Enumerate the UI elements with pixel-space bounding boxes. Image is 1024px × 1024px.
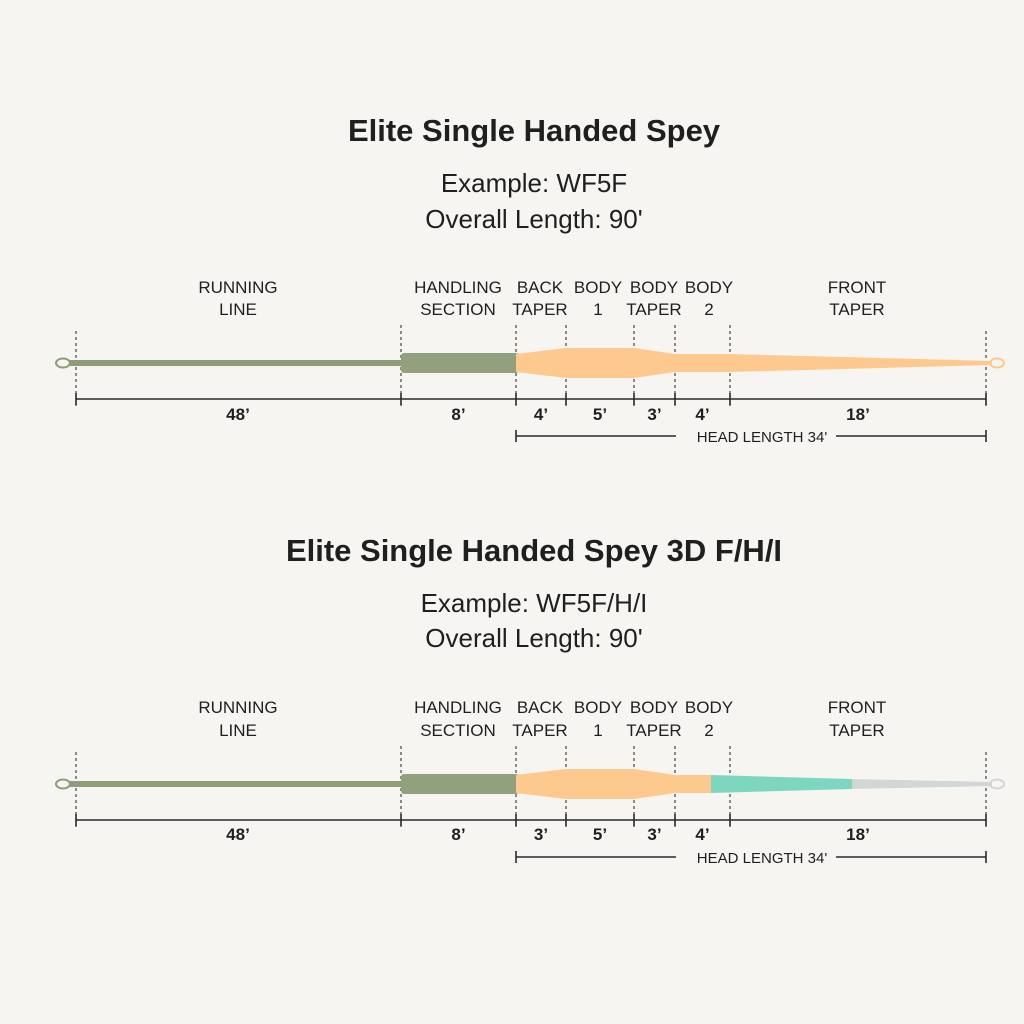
diagram-standard: Elite Single Handed Spey Example: WF5F Ove…: [55, 113, 1005, 446]
section-label: BACK: [517, 698, 564, 717]
section-label: TAPER: [829, 721, 884, 740]
welded-front-loop: [989, 357, 1005, 369]
section-label: 1: [593, 721, 602, 740]
back-taper-and-body-1-segment: [516, 348, 675, 378]
section-length-label: 18’: [846, 405, 870, 424]
section-label: BODY: [685, 698, 733, 717]
section-label: BODY: [630, 698, 678, 717]
section-length-label: 8’: [451, 405, 465, 424]
section-label: 1: [593, 300, 602, 319]
section-label: SECTION: [420, 721, 496, 740]
section-length-label: 48’: [226, 405, 250, 424]
section-label: TAPER: [512, 721, 567, 740]
section-length-label: 4’: [534, 405, 548, 424]
section-label: LINE: [219, 721, 257, 740]
section-label: RUNNING: [198, 278, 277, 297]
head-length-label: HEAD LENGTH 34': [697, 429, 828, 446]
section-label: FRONT: [828, 698, 887, 717]
section-length-label: 4’: [695, 405, 709, 424]
section-label: LINE: [219, 300, 257, 319]
back-taper-and-body-1-segment: [516, 769, 675, 799]
section-label: HANDLING: [414, 278, 502, 297]
section-label: BODY: [685, 278, 733, 297]
example-line-weight: Example: WF5F/H/I: [421, 588, 648, 618]
diagram-3d: Elite Single Handed Spey 3D F/H/I Example…: [55, 533, 1005, 867]
section-length-label: 18’: [846, 825, 870, 844]
section-length-label: 48’: [226, 825, 250, 844]
rear-loop: [55, 778, 71, 790]
section-length-label: 5’: [593, 825, 607, 844]
example-line-weight: Example: WF5F: [441, 168, 627, 198]
handling-section-segment: [401, 774, 519, 794]
section-label: TAPER: [626, 721, 681, 740]
hover-density-segment: [711, 775, 852, 793]
section-label: HANDLING: [414, 698, 502, 717]
handling-section-segment: [401, 353, 519, 373]
body-2-segment: [675, 775, 711, 793]
section-label: 2: [704, 721, 713, 740]
section-label: TAPER: [829, 300, 884, 319]
running-line-segment: [70, 781, 405, 787]
section-length-label: 8’: [451, 825, 465, 844]
intermediate-density-tip-segment: [852, 779, 992, 789]
body-2-and-front-taper-segment: [675, 354, 992, 372]
section-label: TAPER: [512, 300, 567, 319]
section-length-label: 3’: [647, 405, 661, 424]
head-length-label: HEAD LENGTH 34': [697, 850, 828, 867]
section-label: TAPER: [626, 300, 681, 319]
section-label: FRONT: [828, 278, 887, 297]
section-label: BODY: [574, 698, 622, 717]
section-length-label: 4’: [695, 825, 709, 844]
overall-length: Overall Length: 90': [425, 623, 642, 653]
overall-length: Overall Length: 90': [425, 204, 642, 234]
welded-front-loop: [989, 778, 1005, 790]
section-label: 2: [704, 300, 713, 319]
diagram-title: Elite Single Handed Spey: [348, 113, 721, 148]
section-label: BODY: [574, 278, 622, 297]
running-line-segment: [70, 360, 405, 366]
diagram-title: Elite Single Handed Spey 3D F/H/I: [286, 533, 782, 568]
section-length-label: 3’: [534, 825, 548, 844]
rear-loop: [55, 357, 71, 369]
section-label: RUNNING: [198, 698, 277, 717]
section-length-label: 5’: [593, 405, 607, 424]
section-label: BODY: [630, 278, 678, 297]
section-length-label: 3’: [647, 825, 661, 844]
section-label: SECTION: [420, 300, 496, 319]
section-label: BACK: [517, 278, 564, 297]
